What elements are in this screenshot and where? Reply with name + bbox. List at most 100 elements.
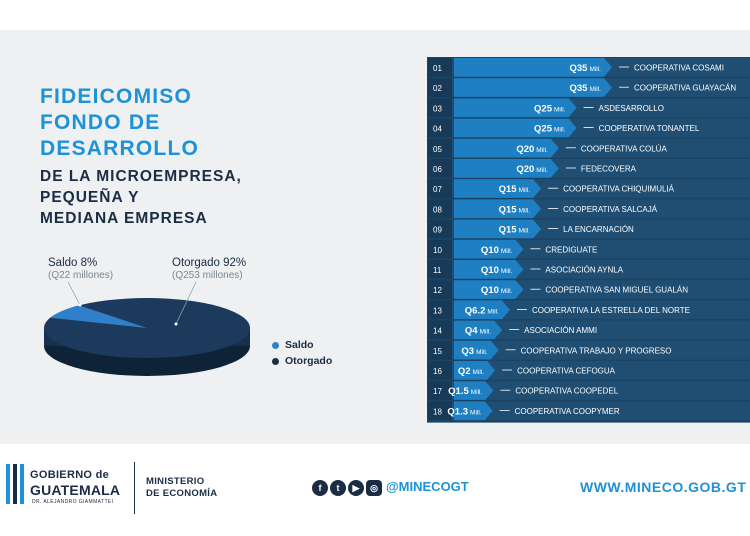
value-bar — [454, 58, 612, 77]
value-label: Q15 Mill. — [499, 204, 531, 215]
table-row-bg — [428, 340, 750, 360]
table-row: 03 Q25 Mill. ASDESARROLLO — [428, 98, 750, 118]
row-number-cell — [428, 138, 452, 158]
website-link[interactable]: WWW.MINECO.GOB.GT — [580, 479, 747, 495]
facebook-icon[interactable]: f — [312, 480, 328, 496]
ministerio-logo: MINISTERIO DE ECONOMÍA — [146, 476, 217, 500]
flag-stripe — [6, 464, 10, 504]
pie-label-otorgado: Otorgado 92% (Q253 millones) — [172, 257, 246, 281]
row-number: 18 — [433, 407, 442, 416]
value-label: Q15 Mill. — [499, 225, 531, 236]
row-number-cell — [428, 300, 452, 320]
row-number: 03 — [433, 104, 442, 113]
row-number-cell — [428, 260, 452, 279]
title-line: FONDO DE — [40, 111, 161, 134]
cooperative-name: COOPERATIVA COSAMI — [634, 64, 724, 73]
row-number-cell — [428, 239, 452, 259]
instagram-icon[interactable]: ◎ — [366, 480, 382, 496]
cooperative-name: COOPERATIVA CHIQUIMULIÁ — [563, 185, 674, 194]
pie-slice-saldo — [50, 305, 148, 328]
cooperative-name: FEDECOVERA — [581, 165, 637, 174]
ministerio-line2: DE ECONOMÍA — [146, 488, 218, 499]
row-number-cell — [428, 320, 452, 340]
row-number: 09 — [433, 226, 442, 235]
ministerio-line1: MINISTERIO — [146, 476, 205, 487]
value-unit: Mill. — [501, 268, 513, 275]
youtube-icon[interactable]: ▶ — [348, 480, 364, 496]
table-row: 17 Q1.5 Mill. COOPERATIVA COOPEDEL — [428, 381, 750, 400]
cooperative-name: COOPERATIVA COOPEDEL — [515, 387, 618, 396]
table-row: 10 Q10 Mill. CREDIGUATE — [428, 239, 750, 259]
row-number: 06 — [433, 165, 442, 174]
table-row: 04 Q25 Mill. COOPERATIVA TONANTEL — [428, 118, 750, 138]
table-row: 05 Q20 Mill. COOPERATIVA COLÚA — [428, 138, 750, 158]
value-unit: Mill. — [589, 86, 601, 93]
row-number: 10 — [433, 246, 442, 255]
page-subtitle: DE LA MICROEMPRESA, PEQUEÑA Y MEDIANA EM… — [40, 166, 242, 229]
twitter-icon[interactable]: t — [330, 480, 346, 496]
table-row: 01 Q35 Mill. COOPERATIVA COSAMI — [428, 58, 750, 77]
row-number: 02 — [433, 84, 442, 93]
cooperative-name: COOPERATIVA GUAYACÁN — [634, 84, 736, 93]
value-amount: Q6.2 — [465, 305, 486, 316]
value-bar — [454, 78, 612, 97]
table-row-bg — [428, 361, 750, 380]
value-bar — [454, 199, 542, 219]
table-row: 16 Q2 Mill. COOPERATIVA CEFOGUA — [428, 361, 750, 380]
value-bar — [454, 239, 524, 259]
legend-item-otorgado: Otorgado — [272, 355, 332, 367]
value-amount: Q25 — [534, 103, 553, 114]
subtitle-line: MEDIANA EMPRESA — [40, 210, 208, 227]
value-unit: Mill. — [519, 228, 531, 235]
row-number-cell — [428, 58, 452, 77]
row-number-cell — [428, 118, 452, 138]
value-unit: Mill. — [519, 187, 531, 194]
row-number-cell — [428, 401, 452, 421]
value-label: Q10 Mill. — [481, 265, 513, 276]
row-number: 01 — [433, 64, 442, 73]
value-label: Q6.2 Mill. — [465, 305, 499, 316]
legend-swatch-otorgado — [272, 357, 279, 365]
legend-label-saldo: Saldo — [285, 339, 314, 351]
subtitle-line: PEQUEÑA Y — [40, 189, 140, 206]
table-row: 11 Q10 Mill. ASOCIACIÓN AYNLA — [428, 260, 750, 279]
value-unit: Mill. — [519, 207, 531, 214]
row-number-cell — [428, 98, 452, 118]
table-row: 15 Q3 Mill. COOPERATIVA TRABAJO Y PROGRESO — [428, 340, 750, 360]
value-unit: Mill. — [554, 106, 566, 113]
row-number: 17 — [433, 387, 442, 396]
value-amount: Q15 — [499, 204, 518, 215]
value-label: Q10 Mill. — [481, 245, 513, 256]
value-unit: Mill. — [480, 329, 492, 336]
page-title: FIDEICOMISO FONDO DE DESARROLLO — [40, 84, 199, 162]
table-row: 09 Q15 Mill. LA ENCARNACIÓN — [428, 219, 750, 239]
row-number-cell — [428, 159, 452, 178]
cooperative-name: COOPERATIVA TRABAJO Y PROGRESO — [521, 346, 672, 355]
legend-label-otorgado: Otorgado — [285, 355, 333, 367]
value-bar — [454, 300, 510, 320]
table-row-bg — [428, 320, 750, 340]
value-amount: Q2 — [458, 366, 471, 377]
row-number-cell — [428, 78, 452, 97]
row-number: 08 — [433, 205, 442, 214]
table-row: 12 Q10 Mill. COOPERATIVA SAN MIGUEL GUALÁN — [428, 280, 750, 299]
pie-label-saldo-amount: (Q22 millones) — [48, 270, 114, 281]
table-row: 14 Q4 Mill. ASOCIACIÓN AMMI — [428, 320, 750, 340]
social-handle[interactable]: @MINECOGT — [386, 479, 469, 494]
cooperative-name: COOPERATIVA COOPYMER — [515, 407, 620, 416]
cooperative-name: ASOCIACIÓN AYNLA — [545, 266, 623, 275]
row-number: 16 — [433, 367, 442, 376]
value-amount: Q3 — [461, 346, 474, 357]
row-number: 07 — [433, 185, 442, 194]
value-label: Q3 Mill. — [461, 346, 487, 357]
table-row: 08 Q15 Mill. COOPERATIVA SALCAJÁ — [428, 199, 750, 219]
value-bar — [454, 340, 499, 360]
value-bar — [454, 138, 559, 158]
pie-leader-saldo — [67, 281, 81, 306]
cooperative-name: COOPERATIVA SAN MIGUEL GUALÁN — [545, 286, 688, 295]
title-line: DESARROLLO — [40, 137, 199, 160]
value-amount: Q1.3 — [447, 406, 468, 417]
value-bar — [454, 320, 503, 340]
pie-label-saldo-text: Saldo 8% — [48, 257, 98, 269]
